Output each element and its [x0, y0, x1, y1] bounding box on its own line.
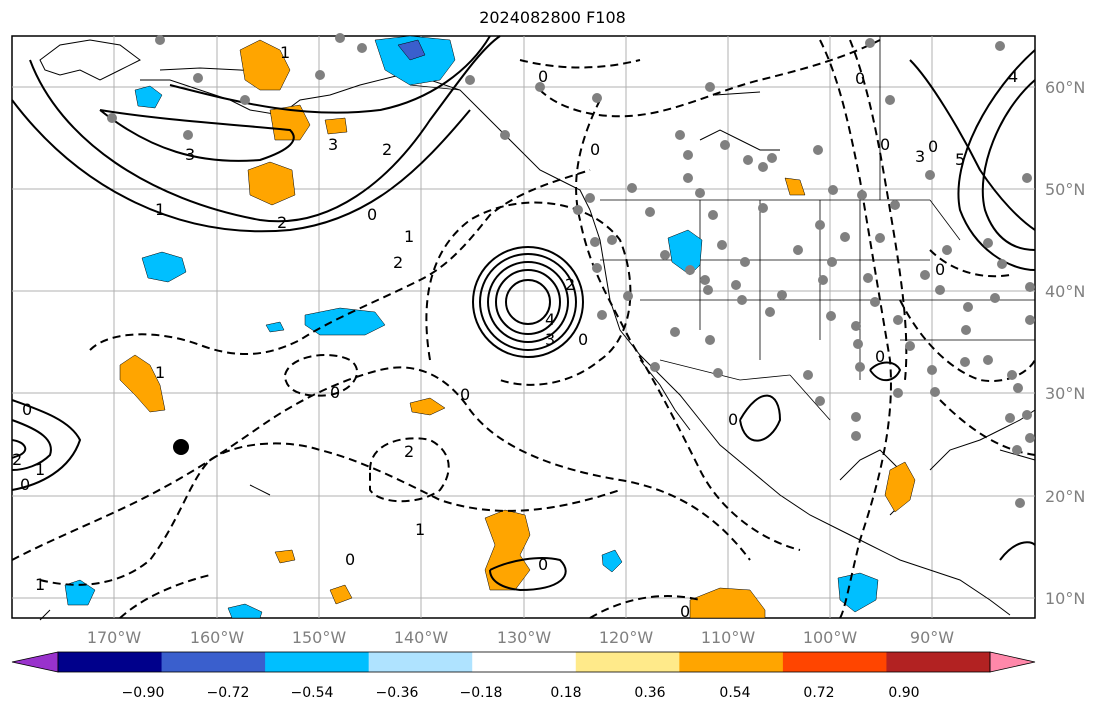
- contour-label: 3: [328, 135, 338, 154]
- contour-label: 1: [415, 520, 425, 539]
- lat-label-50n: 50°N: [1045, 180, 1085, 199]
- contour-label: 3: [915, 147, 925, 166]
- contour-label: 2: [277, 213, 287, 232]
- colorbar-extend-low: [11, 651, 59, 673]
- lat-label-40n: 40°N: [1045, 282, 1085, 301]
- colorbar-segment: [575, 652, 680, 672]
- contour-label: 0: [345, 550, 355, 569]
- contour-label: 0: [538, 555, 548, 574]
- colorbar-segment: [161, 652, 266, 672]
- colorbar-extend-high: [989, 651, 1036, 673]
- colorbar-tick-label: −0.18: [460, 685, 503, 701]
- lon-label-130w: 130°W: [497, 628, 552, 647]
- contour-label: 5: [955, 150, 965, 169]
- center-marker: [173, 439, 189, 455]
- solid-contours: [11, 35, 1036, 592]
- colorbar-tick-label: −0.90: [122, 685, 165, 701]
- lon-label-90w: 90°W: [910, 628, 954, 647]
- contour-label: 4: [1008, 67, 1018, 86]
- contour-label: 4: [545, 310, 555, 329]
- lon-label-110w: 110°W: [701, 628, 756, 647]
- colorbar: [11, 651, 1036, 673]
- contour-label: 0: [22, 400, 32, 419]
- contour-label: 0: [728, 410, 738, 429]
- colorbar-tick-label: −0.54: [291, 685, 334, 701]
- negative-anomaly-areas: [64, 35, 879, 619]
- contour-label: 2: [393, 253, 403, 272]
- contour-label: 0: [875, 347, 885, 366]
- colorbar-tick-label: 0.36: [634, 685, 665, 701]
- colorbar-segment: [472, 652, 577, 672]
- contour-label: 0: [20, 475, 30, 494]
- contour-labels: 1 3 3 2 2 0 1 1 2 0 1 0 2 0 2 0 3 4 3 4 …: [12, 43, 1018, 621]
- contour-label: 1: [155, 363, 165, 382]
- contour-label: 0: [935, 260, 945, 279]
- positive-anomaly-areas: [119, 39, 916, 619]
- lon-label-150w: 150°W: [292, 628, 347, 647]
- lon-label-100w: 100°W: [803, 628, 858, 647]
- contour-label: 3: [185, 145, 195, 164]
- lat-label-60n: 60°N: [1045, 78, 1085, 97]
- colorbar-segment: [886, 652, 991, 672]
- colorbar-tick-label: −0.72: [207, 685, 250, 701]
- colorbar-tick-label: −0.36: [376, 685, 419, 701]
- contour-label: 1: [280, 43, 290, 62]
- contour-label: 0: [578, 330, 588, 349]
- contour-label: 1: [404, 227, 414, 246]
- lon-label-170w: 170°W: [87, 628, 142, 647]
- colorbar-outline: [57, 651, 991, 673]
- graticule: [12, 36, 1035, 618]
- contour-label: 2: [404, 442, 414, 461]
- contour-label: 0: [367, 205, 377, 224]
- station-markers: [107, 33, 1035, 508]
- contour-label: 0: [880, 135, 890, 154]
- colorbar-tick-label: 0.90: [888, 685, 919, 701]
- lon-label-140w: 140°W: [394, 628, 449, 647]
- lat-label-10n: 10°N: [1045, 589, 1085, 608]
- contour-label: 0: [680, 602, 690, 621]
- contour-label: 0: [538, 67, 548, 86]
- colorbar-segment: [782, 652, 887, 672]
- lon-label-120w: 120°W: [599, 628, 654, 647]
- colorbar-tick-label: 0.54: [719, 685, 750, 701]
- contour-label: 1: [35, 460, 45, 479]
- contour-label: 3: [545, 330, 555, 349]
- colorbar-tick-label: 0.18: [550, 685, 581, 701]
- contour-label: 0: [855, 69, 865, 88]
- colorbar-segment: [368, 652, 473, 672]
- contour-label: 2: [12, 450, 22, 469]
- contour-label: 2: [382, 140, 392, 159]
- contour-label: 0: [460, 385, 470, 404]
- longitude-labels: 170°W 160°W 150°W 140°W 130°W 120°W 110°…: [87, 628, 954, 647]
- contour-label: 2: [565, 275, 575, 294]
- latitude-labels: 60°N 50°N 40°N 30°N 20°N 10°N: [1045, 78, 1085, 608]
- lon-label-160w: 160°W: [190, 628, 245, 647]
- dashed-contours: [11, 39, 1036, 619]
- lat-label-30n: 30°N: [1045, 384, 1085, 403]
- lat-label-20n: 20°N: [1045, 487, 1085, 506]
- contour-label: 0: [590, 140, 600, 159]
- contour-label: 0: [928, 137, 938, 156]
- colorbar-segment: [265, 652, 370, 672]
- colorbar-segment: [58, 652, 163, 672]
- colorbar-tick-labels: −0.90 −0.72 −0.54 −0.36 −0.18 0.18 0.36 …: [122, 685, 920, 701]
- colorbar-tick-label: 0.72: [803, 685, 834, 701]
- colorbar-segment: [679, 652, 784, 672]
- map-title: 2024082800 F108: [479, 8, 626, 27]
- contour-label: 1: [155, 200, 165, 219]
- contour-label: 0: [330, 383, 340, 402]
- contour-label: 1: [35, 575, 45, 594]
